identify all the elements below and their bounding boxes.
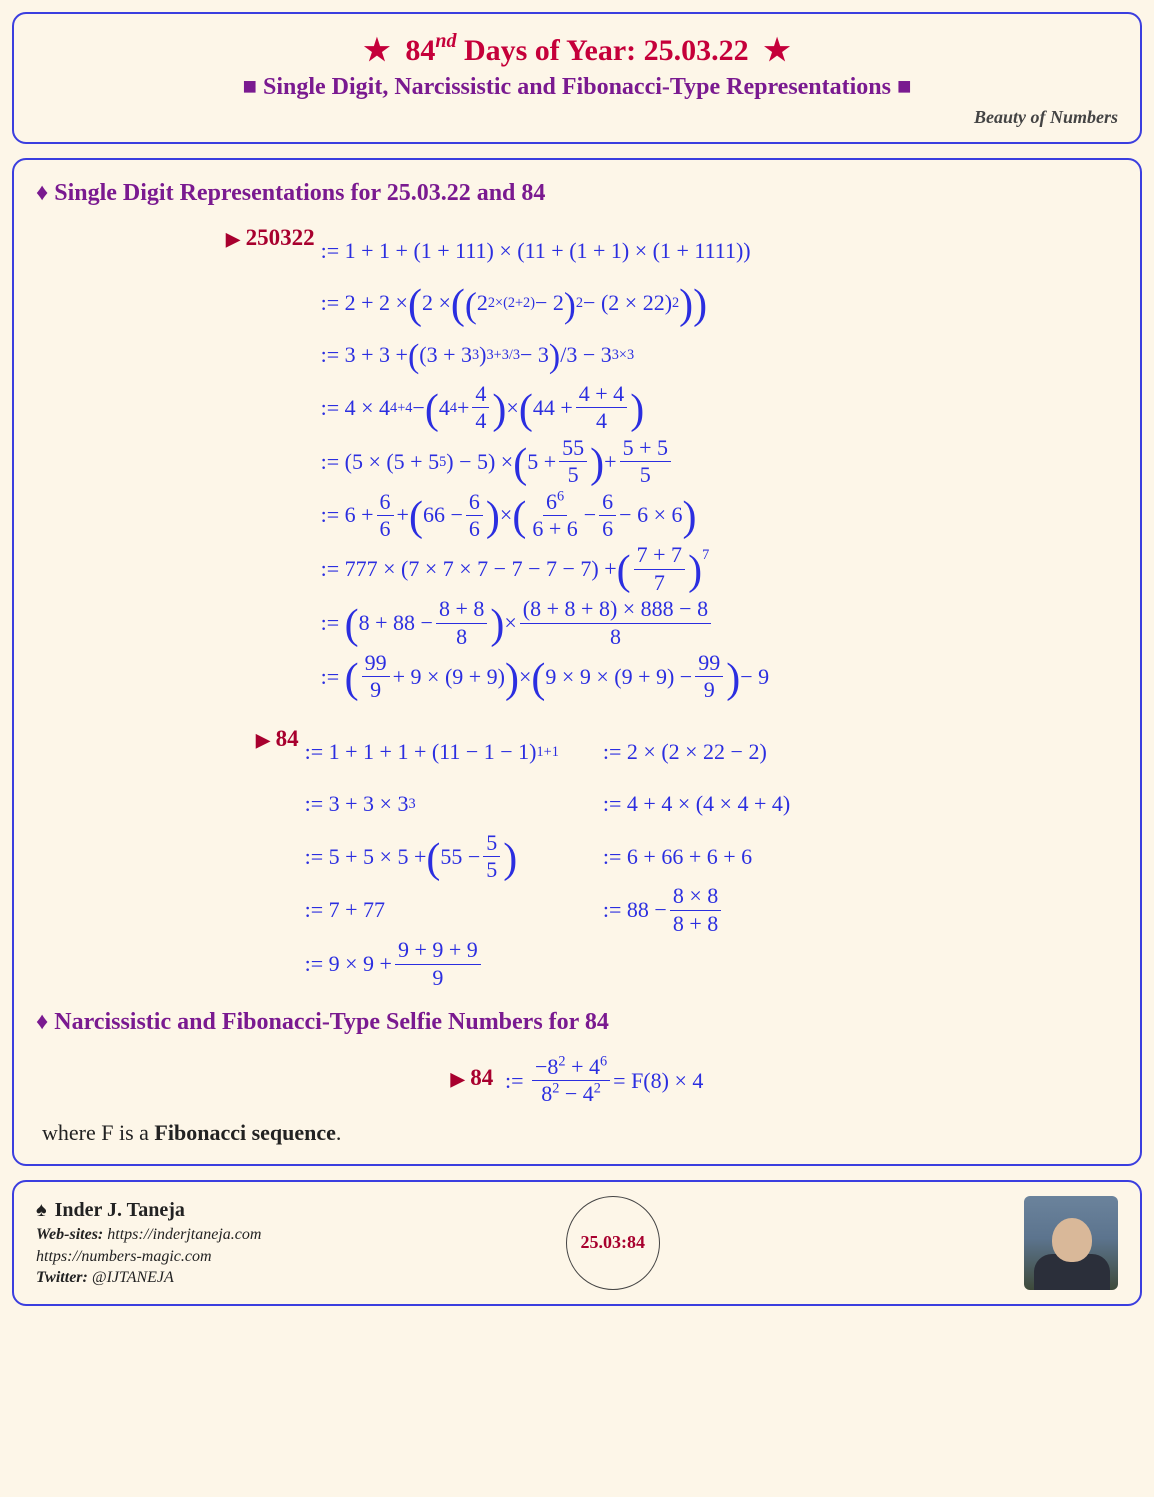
star-icon: ★ bbox=[764, 34, 791, 67]
eq-9: := (999 + 9 × (9 + 9)) × (9 × 9 × (9 + 9… bbox=[321, 650, 770, 704]
section-heading-1: ♦ Single Digit Representations for 25.03… bbox=[36, 180, 1118, 207]
triangle-icon: ▶ bbox=[451, 1069, 465, 1089]
subtitle-line: ■ Single Digit, Narcissistic and Fibonac… bbox=[36, 74, 1118, 101]
section-heading-1-text: Single Digit Representations for 25.03.2… bbox=[54, 180, 545, 206]
twitter-label: Twitter: bbox=[36, 1269, 88, 1286]
pair-3b: := 6 + 66 + 6 + 6 bbox=[603, 830, 790, 884]
eq-5: := (5 × (5 + 55) − 5) × (5 + 555) + 5 + … bbox=[321, 435, 770, 489]
date-badge: 25.03:84 bbox=[566, 1196, 660, 1290]
lead-84: ▶ 84 bbox=[256, 726, 305, 752]
math-block-selfie: ▶ 84 := −82 + 4682 − 42 = F(8) × 4 bbox=[36, 1054, 1118, 1108]
pair-2b: := 4 + 4 × (4 × 4 + 4) bbox=[603, 778, 790, 830]
square-icon: ■ bbox=[242, 74, 257, 100]
pair-4b: := 88 − 8 × 88 + 8 bbox=[603, 883, 790, 937]
day-number: 84 bbox=[405, 34, 435, 67]
pair-3a: := 5 + 5 × 5 + (55 − 55) bbox=[305, 830, 559, 884]
title-prefix: Days of Year: bbox=[456, 34, 643, 67]
math-block-84: ▶ 84 := 1 + 1 + 1 + (11 − 1 − 1)1+1 := 2… bbox=[256, 726, 1118, 991]
big-number: 250322 bbox=[246, 225, 315, 250]
star-icon: ★ bbox=[363, 34, 390, 67]
title-date: 25.03.22 bbox=[644, 34, 749, 67]
ordinal-suffix: nd bbox=[435, 30, 456, 52]
footer-panel: ♠ Inder J. Taneja Web-sites: https://ind… bbox=[12, 1180, 1142, 1306]
pair-5a: := 9 × 9 + 9 + 9 + 99 bbox=[305, 937, 559, 991]
twitter-handle: @IJTANEJA bbox=[92, 1269, 174, 1286]
math-block-250322: ▶ 250322 := 1 + 1 + (1 + 111) × (11 + (1… bbox=[226, 225, 1118, 704]
diamond-icon: ♦ bbox=[36, 180, 48, 207]
eq-4: := 4 × 44+4 − (44 + 44) × (44 + 4 + 44) bbox=[321, 381, 770, 435]
author-name: Inder J. Taneja bbox=[55, 1199, 185, 1221]
pair-4a: := 7 + 77 bbox=[305, 883, 559, 937]
author-photo bbox=[1024, 1196, 1118, 1290]
triangle-icon: ▶ bbox=[226, 229, 240, 249]
tagline: Beauty of Numbers bbox=[36, 107, 1118, 128]
eq-7: := 777 × (7 × 7 × 7 − 7 − 7 − 7) + (7 + … bbox=[321, 542, 770, 596]
small-number: 84 bbox=[276, 726, 299, 751]
title-line: ★ 84nd Days of Year: 25.03.22 ★ bbox=[36, 32, 1118, 68]
badge-text: 25.03:84 bbox=[580, 1232, 645, 1253]
pair-1a: := 1 + 1 + 1 + (11 − 1 − 1)1+1 bbox=[305, 726, 559, 778]
pair-grid: := 1 + 1 + 1 + (11 − 1 − 1)1+1 := 2 × (2… bbox=[305, 726, 791, 991]
lead-250322: ▶ 250322 bbox=[226, 225, 321, 251]
eq-selfie: := −82 + 4682 − 42 = F(8) × 4 bbox=[505, 1054, 703, 1108]
spade-icon: ♠ bbox=[36, 1199, 47, 1221]
eq-3: := 3 + 3 + ((3 + 33)3+3/3 − 3) /3 − 33×3 bbox=[321, 329, 770, 381]
eq-column-250322: := 1 + 1 + (1 + 111) × (11 + (1 + 1) × (… bbox=[321, 225, 770, 704]
main-panel: ♦ Single Digit Representations for 25.03… bbox=[12, 158, 1142, 1166]
eq-1: := 1 + 1 + (1 + 111) × (11 + (1 + 1) × (… bbox=[321, 225, 770, 277]
fibonacci-note: where F is a Fibonacci sequence. bbox=[42, 1120, 1118, 1146]
eq-2: := 2 + 2 × (2 × ((22×(2+2) − 2)2 − (2 × … bbox=[321, 277, 770, 329]
lead-selfie: ▶ 84 bbox=[451, 1065, 505, 1090]
website-link-1[interactable]: https://inderjtaneja.com bbox=[107, 1226, 261, 1243]
pair-2a: := 3 + 3 × 33 bbox=[305, 778, 559, 830]
eq-6: := 6 + 66 + (66 − 66) × (666 + 6 − 66 − … bbox=[321, 489, 770, 543]
selfie-number: 84 bbox=[470, 1065, 493, 1090]
square-icon: ■ bbox=[897, 74, 912, 100]
eq-8: := (8 + 88 − 8 + 88) × (8 + 8 + 8) × 888… bbox=[321, 596, 770, 650]
header-panel: ★ 84nd Days of Year: 25.03.22 ★ ■ Single… bbox=[12, 12, 1142, 144]
section-heading-2: ♦ Narcissistic and Fibonacci-Type Selfie… bbox=[36, 1009, 1118, 1036]
section-heading-2-text: Narcissistic and Fibonacci-Type Selfie N… bbox=[54, 1009, 609, 1035]
websites-label: Web-sites: bbox=[36, 1226, 103, 1243]
diamond-icon: ♦ bbox=[36, 1009, 48, 1036]
author-block: ♠ Inder J. Taneja Web-sites: https://ind… bbox=[36, 1197, 261, 1289]
subtitle-text: Single Digit, Narcissistic and Fibonacci… bbox=[257, 74, 897, 100]
pair-1b: := 2 × (2 × 22 − 2) bbox=[603, 726, 790, 778]
website-link-2[interactable]: https://numbers-magic.com bbox=[36, 1248, 212, 1265]
triangle-icon: ▶ bbox=[256, 730, 270, 750]
